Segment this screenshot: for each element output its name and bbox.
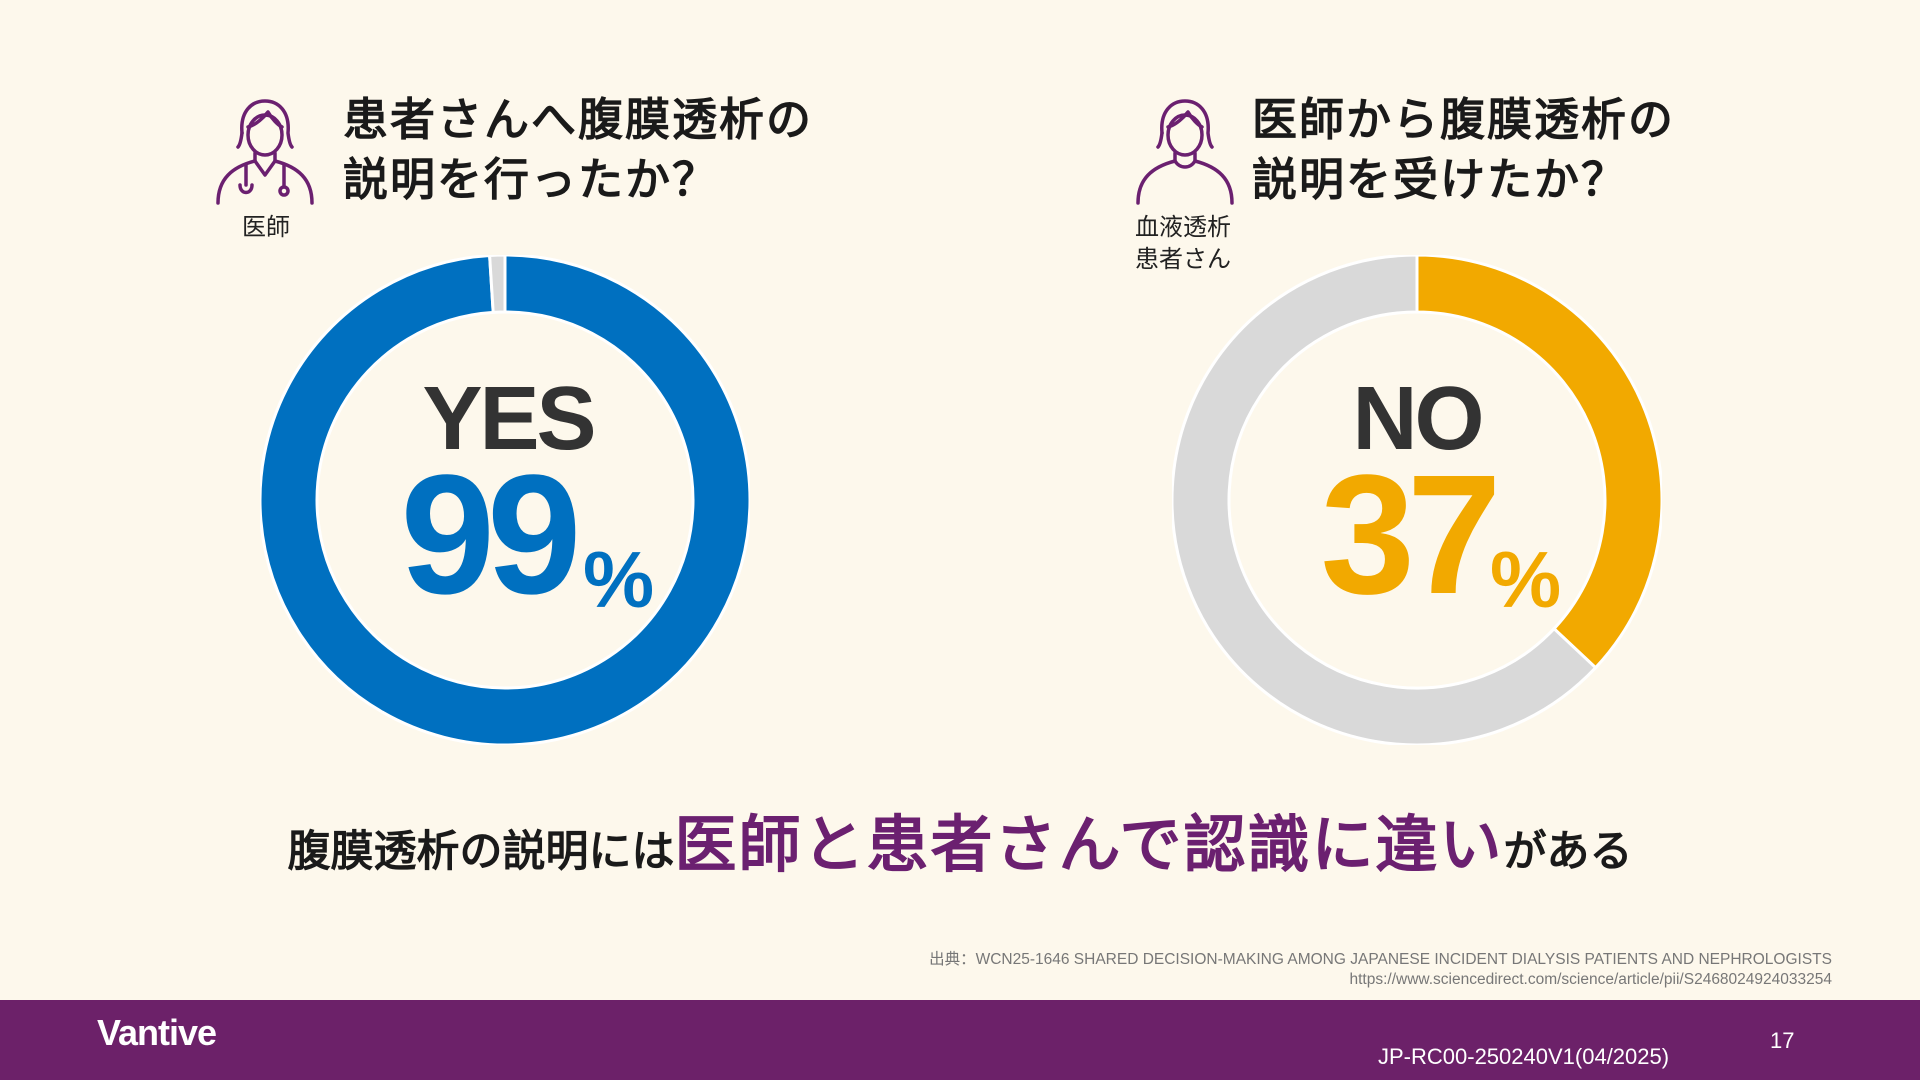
- conclusion-text: 腹膜透析の説明には医師と患者さんで認識に違いがある: [0, 805, 1920, 901]
- question-patient: 医師から腹膜透析の 説明を受けたか？: [1252, 93, 1676, 206]
- question-doctor: 患者さんへ腹膜透析の 説明を行ったか？: [343, 93, 814, 206]
- doctor-icon: [216, 99, 314, 205]
- donut-chart-patient: [1172, 255, 1662, 745]
- percent-value-doctor: 99: [400, 440, 581, 630]
- conclusion-highlight: 医師と患者さんで認識に違い: [674, 808, 1504, 881]
- answer-yes: YES: [422, 369, 596, 469]
- vantive-logo: Vantive: [97, 1012, 217, 1053]
- answer-no: NO: [1352, 369, 1485, 469]
- percent-value-patient: 37: [1320, 440, 1501, 630]
- percent-sign-doctor: %: [583, 535, 655, 624]
- document-code: JP-RC00-250240V1(04/2025): [1378, 1044, 1670, 1069]
- role-label-patient: 血液透析 患者さん: [1135, 213, 1231, 273]
- donut-slice-no: [1415, 255, 1662, 670]
- source-reference: 出典：WCN25-1646 SHARED DECISION-MAKING AMO…: [929, 951, 1832, 968]
- source-citation: 出典：WCN25-1646 SHARED DECISION-MAKING AMO…: [929, 950, 1832, 990]
- donut-slice-remainder: [488, 255, 507, 314]
- page-number: 17: [1770, 1028, 1795, 1053]
- percent-sign-patient: %: [1490, 535, 1562, 624]
- source-url: https://www.sciencedirect.com/science/ar…: [1349, 971, 1833, 988]
- conclusion-pre: 腹膜透析の説明には: [287, 827, 675, 877]
- donut-slice-remainder: [1172, 255, 1598, 745]
- patient-icon: [1136, 99, 1234, 205]
- footer-bar: Vantive JP-RC00-250240V1(04/2025) 17: [0, 1000, 1920, 1080]
- donut-chart-doctor: [260, 255, 750, 745]
- panel-patient: 血液透析 患者さん 医師から腹膜透析の 説明を受けたか？ NO 37 %: [960, 0, 1920, 780]
- conclusion-post: がある: [1503, 827, 1633, 877]
- role-label-doctor: 医師: [242, 213, 290, 241]
- donut-slice-yes: [260, 255, 750, 745]
- panel-doctor: 医師 患者さんへ腹膜透析の 説明を行ったか？ YES 99 %: [0, 0, 960, 780]
